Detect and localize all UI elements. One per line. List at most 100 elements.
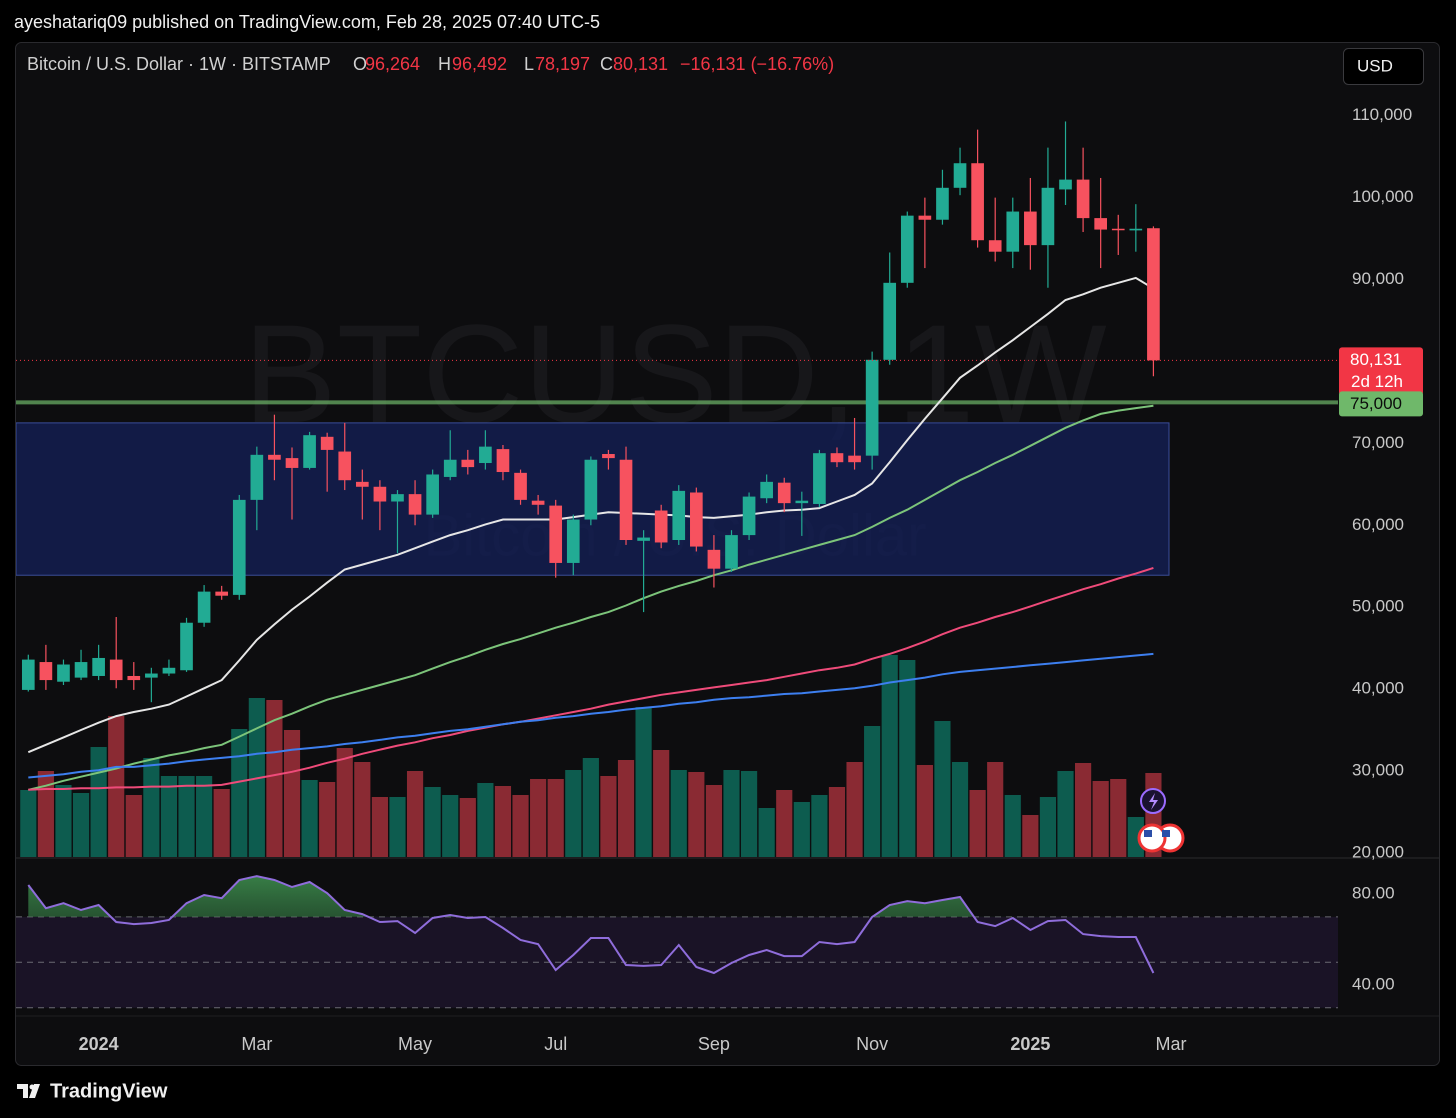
volume-bar <box>512 795 529 857</box>
volume-bar <box>336 748 353 857</box>
volume-bar <box>688 772 705 857</box>
volume-bar <box>1127 817 1144 857</box>
volume-bar <box>617 760 635 857</box>
volume-bar <box>143 758 160 857</box>
volume-bar <box>600 776 617 857</box>
currency-label[interactable]: USD <box>1357 56 1393 75</box>
moving-average <box>28 652 1154 779</box>
volume-bar <box>705 785 723 857</box>
volume-bar <box>213 789 230 857</box>
candle-body <box>496 449 510 473</box>
candle-body <box>127 675 141 681</box>
candle-body <box>584 459 598 520</box>
volume-bar <box>1110 779 1127 857</box>
volume-bar <box>1022 815 1039 857</box>
candle-body <box>145 673 158 678</box>
candle-body <box>1006 211 1020 252</box>
volume-bar <box>916 765 933 857</box>
candle-body <box>971 163 984 241</box>
rsi-line <box>27 875 1155 975</box>
y-tick-label: 30,000 <box>1352 760 1404 779</box>
icon <box>1144 830 1152 837</box>
candle-body <box>1111 228 1125 231</box>
volume-bar <box>811 795 828 857</box>
logo-mark <box>29 1084 35 1090</box>
candle-body <box>443 459 457 477</box>
volume-bar <box>125 795 142 857</box>
currency-button[interactable] <box>1343 48 1424 85</box>
candle-body <box>813 453 826 504</box>
candle-body <box>1059 179 1072 190</box>
candle-body <box>531 500 545 505</box>
y-tick-label: 50,000 <box>1352 597 1404 616</box>
volume-bar <box>319 782 336 857</box>
candle-body <box>795 500 809 504</box>
volume-bar <box>266 700 283 857</box>
candle-body <box>373 486 387 502</box>
volume-bar <box>565 770 582 857</box>
legend-o: 96,264 <box>365 54 420 74</box>
candle-body <box>777 482 791 504</box>
candle-body <box>936 187 949 220</box>
volume-bar <box>90 747 107 857</box>
y-tick-label: 100,000 <box>1352 187 1413 206</box>
legend-o-label: O <box>353 54 367 74</box>
volume-bar <box>424 787 441 857</box>
volume-bar <box>72 793 90 857</box>
candle-body <box>232 499 246 595</box>
rsi-tick-label: 40.00 <box>1352 974 1395 993</box>
candle-body <box>742 496 756 536</box>
volume-bar <box>670 770 687 857</box>
candle-body <box>1147 228 1160 361</box>
brand-logo <box>17 1084 40 1098</box>
candle-body <box>74 662 88 678</box>
candle-body <box>180 622 193 671</box>
candle-body <box>92 657 105 676</box>
volume-bar <box>951 762 969 857</box>
legend-l: 78,197 <box>535 54 590 74</box>
candle-body <box>197 591 211 623</box>
candle-body <box>426 474 439 515</box>
volume-bar <box>459 798 476 857</box>
volume-bar <box>881 655 898 857</box>
legend-change: −16,131 (−16.76%) <box>680 54 834 74</box>
volume-bar <box>530 779 547 857</box>
candle-body <box>637 537 650 541</box>
y-tick-label: 70,000 <box>1352 433 1404 452</box>
y-tick-label: 90,000 <box>1352 269 1404 288</box>
support-label: 75,000 <box>1350 394 1402 413</box>
volume-bar <box>37 771 54 857</box>
candle-body <box>338 451 352 481</box>
volume-bar <box>653 750 670 857</box>
candle-body <box>268 454 281 460</box>
candle-body <box>672 490 686 541</box>
candle-body <box>408 494 422 515</box>
y-tick-label: 40,000 <box>1352 679 1404 698</box>
x-tick-label: Sep <box>698 1034 730 1054</box>
candle-body <box>549 505 563 563</box>
volume-bar <box>547 779 564 857</box>
volume-bar <box>55 785 72 857</box>
volume-bar <box>864 726 881 857</box>
candle-body <box>1024 211 1037 246</box>
legend-h: 96,492 <box>452 54 507 74</box>
candle-body <box>162 667 176 674</box>
volume-bar <box>494 786 512 857</box>
rsi-tick-label: 80.00 <box>1352 884 1395 903</box>
volume-bar <box>20 790 37 857</box>
volume-bar <box>354 762 371 857</box>
volume-bar <box>231 729 248 857</box>
x-tick-label: Mar <box>241 1034 272 1054</box>
candle-body <box>619 459 633 541</box>
x-tick-label: May <box>398 1034 432 1054</box>
candle-body <box>461 459 475 468</box>
candle-body <box>566 519 580 563</box>
candle-body <box>830 453 844 463</box>
volume-bar <box>758 808 775 857</box>
icon <box>1162 830 1170 837</box>
legend-c-label: C <box>600 54 613 74</box>
volume-bar <box>776 790 793 857</box>
volume-bar <box>371 797 388 857</box>
candle-body <box>953 163 967 188</box>
candle-body <box>514 472 527 500</box>
